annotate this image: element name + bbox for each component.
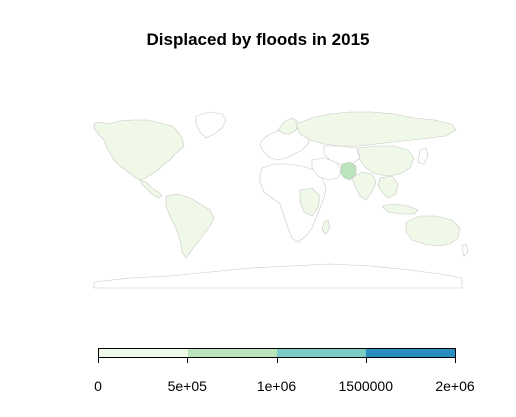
legend-segment [277,349,366,357]
country-africa [259,163,327,243]
legend-segment [366,349,455,357]
legend-tick [276,358,278,363]
country-africa-east [299,187,321,217]
country-madagascar [321,219,331,235]
legend-segment [188,349,277,357]
country-indonesia [381,203,419,215]
country-russia [295,111,457,147]
country-india [351,171,377,201]
legend-tick [187,358,189,363]
legend-segment [99,349,188,357]
legend-tick-label: 1500000 [338,378,394,394]
country-china [357,145,415,177]
legend-tick [98,358,99,363]
legend-tick [365,358,367,363]
country-southeast-asia [377,175,399,199]
legend-tick [455,358,456,363]
legend-tick-label: 5e+05 [167,378,207,394]
country-new-zealand [461,243,469,257]
country-south-america [165,193,215,259]
country-middle-east [311,157,343,181]
legend-tick-label: 1e+06 [256,378,297,394]
country-central-america [139,179,163,199]
legend-color-bar [98,348,456,358]
country-japan [417,147,429,165]
country-pakistan [339,161,357,181]
country-antarctica [93,263,463,289]
country-australia [405,215,461,247]
legend-tick-label: 0 [94,378,102,394]
country-greenland [195,111,227,139]
legend-tick-label: 2e+06 [435,378,475,394]
map-title: Displaced by floods in 2015 [146,30,370,49]
country-north-america [93,119,185,181]
